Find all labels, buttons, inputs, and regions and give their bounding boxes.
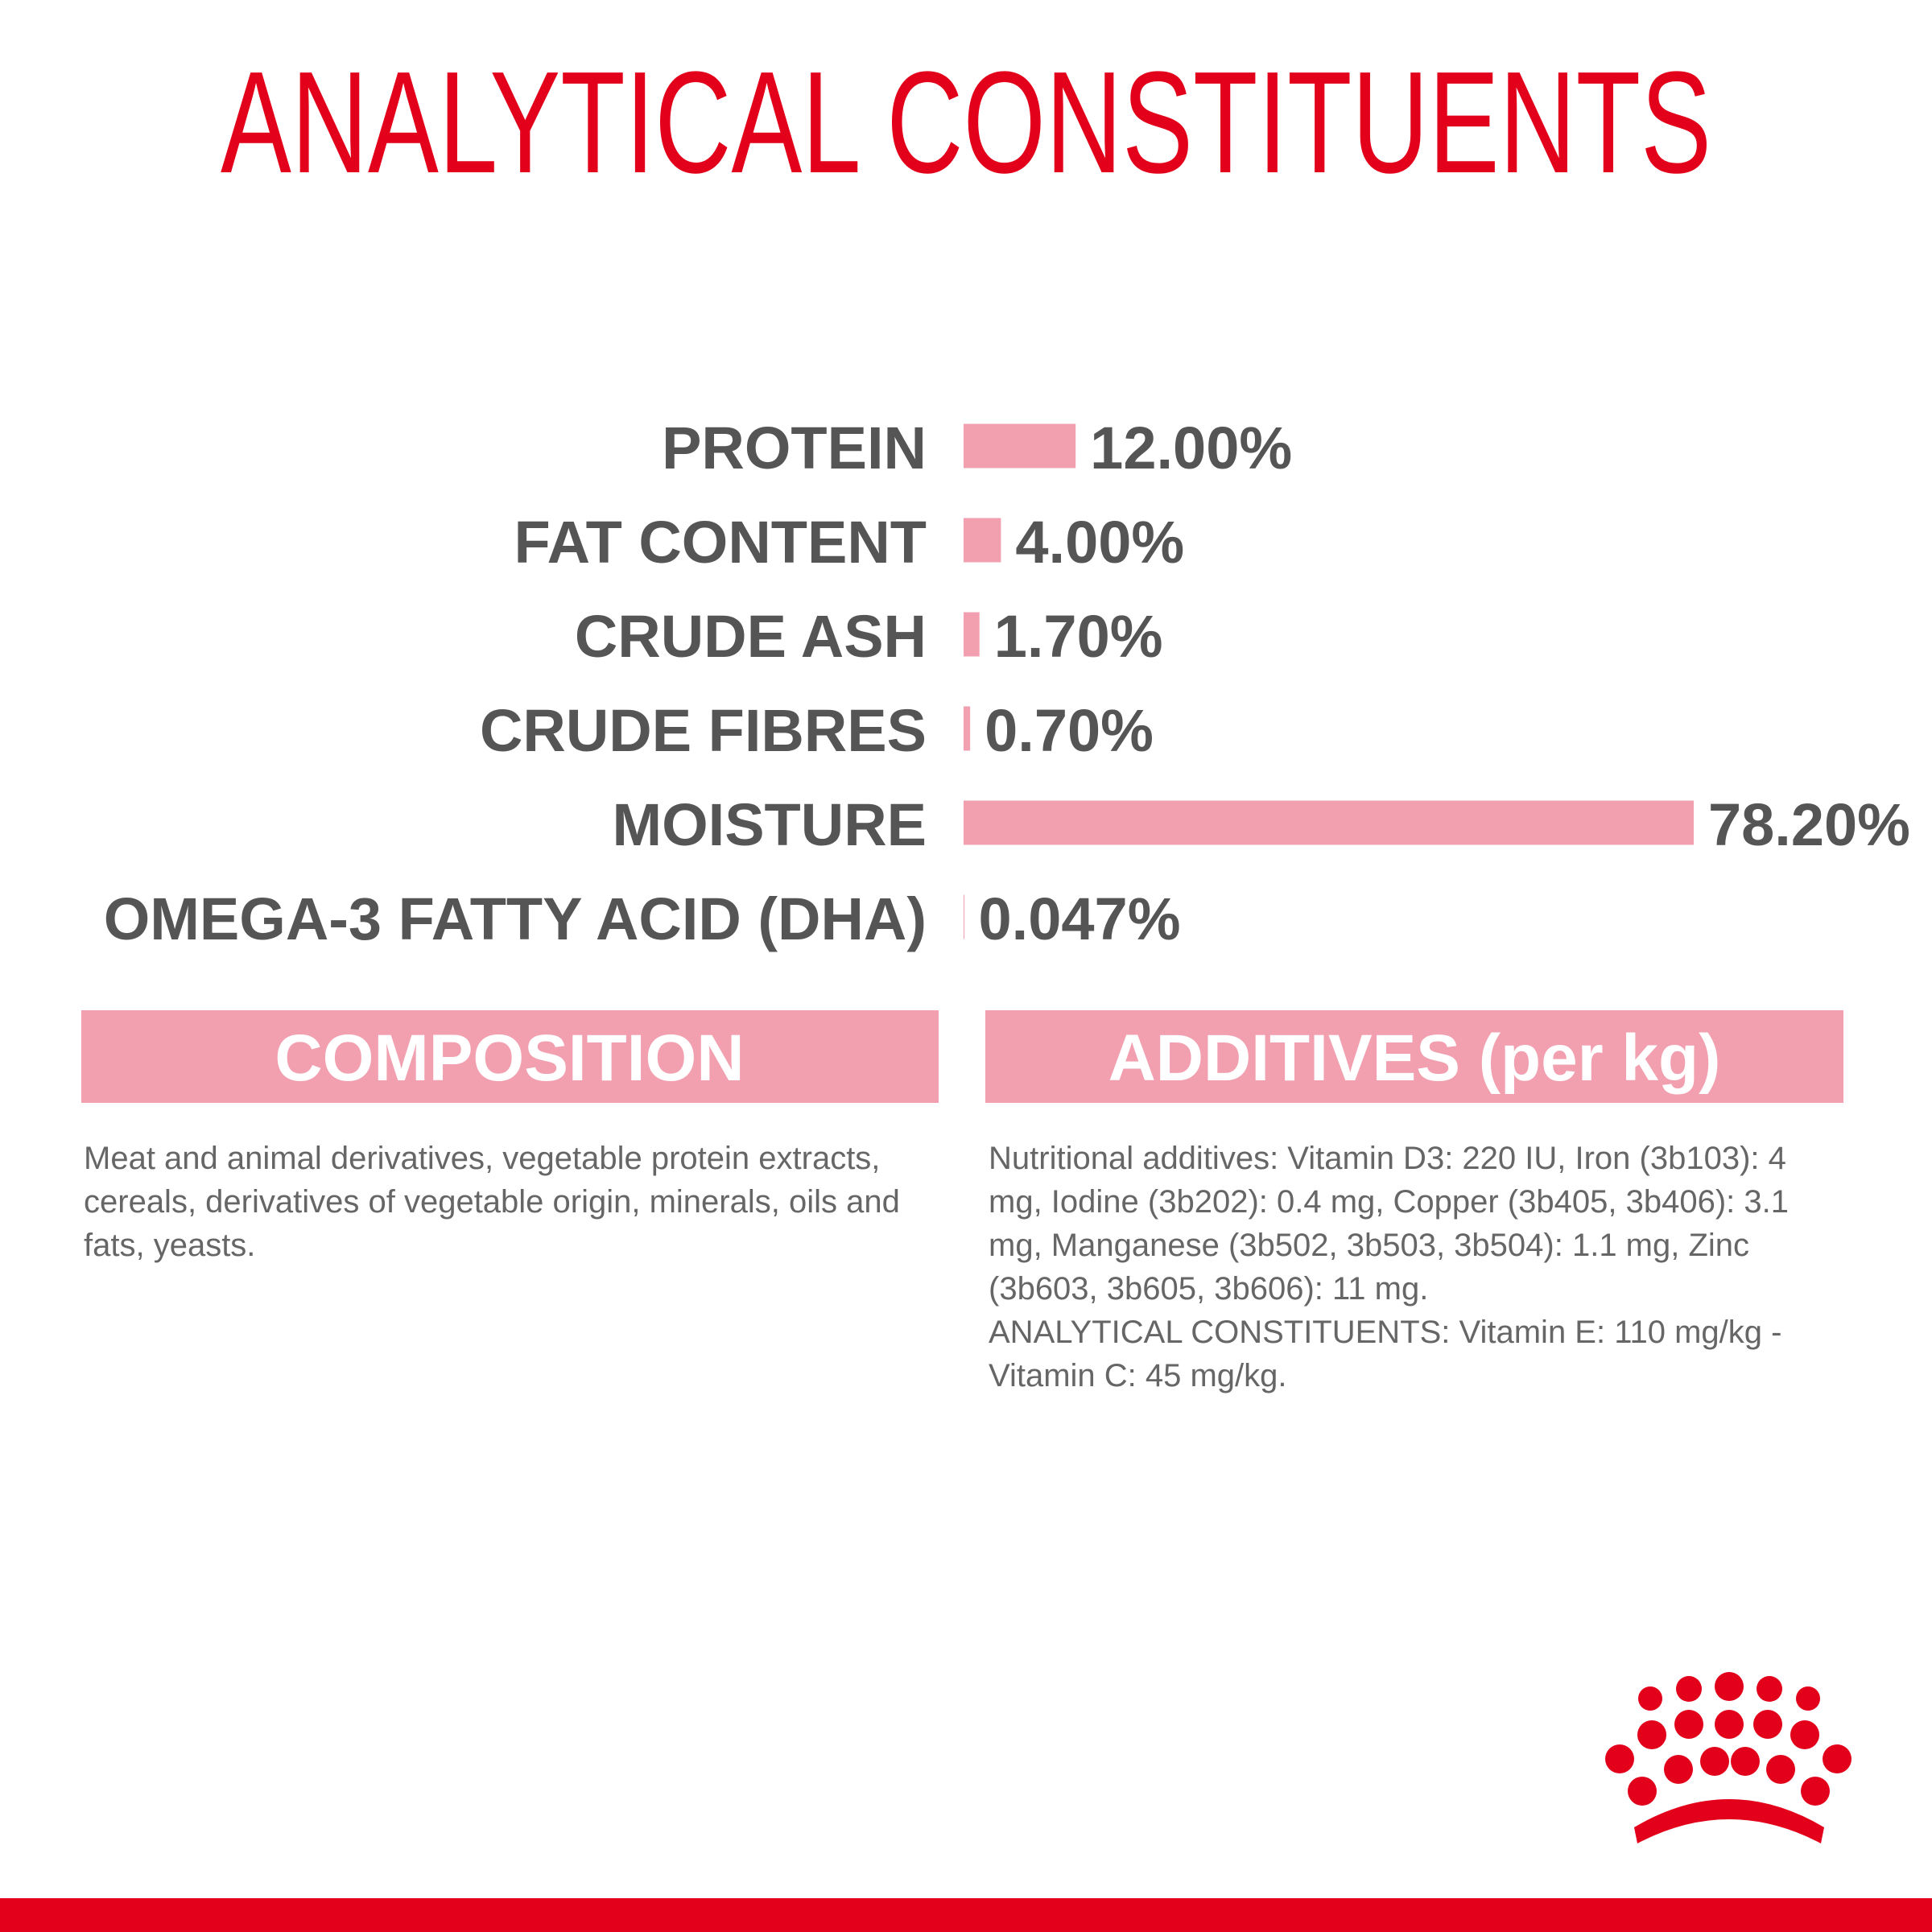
- additives-paragraph: Nutritional additives: Vitamin D3: 220 I…: [989, 1141, 1789, 1307]
- value-label: 78.20%: [1708, 791, 1910, 858]
- value-label: 1.70%: [994, 603, 1163, 670]
- value-label: 0.047%: [979, 886, 1181, 952]
- additives-heading: ADDITIVES (per kg): [1108, 1022, 1721, 1095]
- composition-header-box: [81, 1010, 939, 1103]
- value-label: 12.00%: [1090, 415, 1292, 481]
- bar: [964, 423, 1076, 469]
- additives-text: Nutritional additives: Vitamin D3: 220 I…: [989, 1137, 1842, 1397]
- value-label: 0.70%: [985, 697, 1154, 764]
- bar: [964, 706, 971, 751]
- bar: [964, 518, 1001, 563]
- category-label: MOISTURE: [612, 791, 927, 858]
- category-label: OMEGA-3 FATTY ACID (DHA): [104, 886, 927, 952]
- category-label: CRUDE FIBRES: [480, 697, 927, 764]
- bar: [964, 612, 980, 657]
- category-label: FAT CONTENT: [514, 509, 927, 576]
- value-label: 4.00%: [1015, 509, 1184, 576]
- chart-title: ANALYTICAL CONSTITUENTS: [221, 42, 1711, 204]
- logo: [1605, 1672, 1852, 1843]
- additives-header-box: [985, 1010, 1843, 1103]
- composition-heading: COMPOSITION: [275, 1022, 744, 1095]
- bar: [964, 800, 1694, 845]
- category-label: PROTEIN: [662, 415, 927, 481]
- footer-bar: [0, 1898, 1932, 1932]
- category-label: CRUDE ASH: [575, 603, 927, 670]
- composition-text: Meat and animal derivatives, vegetable p…: [84, 1141, 900, 1263]
- additives-paragraph: ANALYTICAL CONSTITUENTS: Vitamin E: 110 …: [989, 1315, 1782, 1393]
